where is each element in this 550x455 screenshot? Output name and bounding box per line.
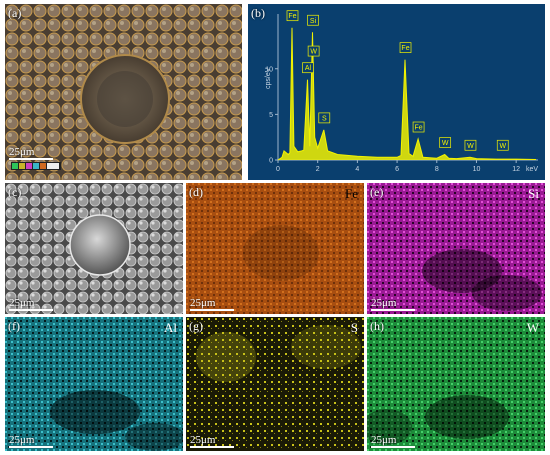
panel-b: 0 2 4 6 8 10 12 keV 0 5 10 Fe Si W Al S Fe Fe W W W cps/eV … bbox=[248, 4, 545, 180]
panel-g-element: S bbox=[350, 320, 358, 335]
peak-label-box bbox=[412, 121, 425, 133]
panel-d-element: Fe bbox=[345, 186, 358, 201]
panel-d-scalebar: 25μm bbox=[190, 297, 234, 311]
spectrum-fill bbox=[278, 27, 536, 161]
panel-a-label: (a) bbox=[8, 6, 22, 20]
panel-d-scale-text: 25μm bbox=[190, 297, 216, 309]
peak-label-text: Fe bbox=[401, 45, 409, 52]
peak-label: S bbox=[318, 112, 331, 124]
panel-f-element: Al bbox=[164, 320, 177, 335]
panel-a: (a) 25μm bbox=[5, 4, 242, 180]
y-axis-label: cps/eV bbox=[265, 67, 272, 89]
panel-e-scale-text: 25μm bbox=[371, 297, 397, 309]
panel-f-scale-bar bbox=[9, 446, 53, 448]
panel-g-scale-bar bbox=[190, 446, 234, 448]
y-tick-label: 10 bbox=[265, 66, 273, 73]
peak-label-box bbox=[318, 112, 331, 124]
spectrum-line bbox=[277, 27, 537, 161]
panel-h-scale-text: 25μm bbox=[371, 434, 397, 446]
panel-e-label: (e) bbox=[370, 185, 384, 199]
panel-f-scale-text: 25μm bbox=[9, 434, 35, 446]
peak-label-box bbox=[307, 14, 319, 26]
peak-label-text: Si bbox=[310, 18, 317, 25]
panel-e: (e) Si 25μm bbox=[367, 183, 545, 314]
panel-e-scale-bar bbox=[371, 309, 415, 311]
x-axis-unit: keV bbox=[526, 166, 538, 173]
x-tick-label: 2 bbox=[316, 166, 320, 173]
panel-f: (f) Al 25μm bbox=[5, 317, 183, 451]
peak-label-text: W bbox=[310, 49, 317, 56]
peak-label-box bbox=[286, 10, 299, 22]
panel-c-scalebar: 25μm bbox=[9, 297, 53, 311]
x-tick-label: 12 bbox=[512, 166, 520, 173]
panel-a-image bbox=[5, 4, 242, 180]
panel-f-scalebar: 25μm bbox=[9, 434, 53, 448]
y-tick-label: 0 bbox=[269, 158, 273, 165]
panel-c-label: (c) bbox=[8, 185, 22, 199]
x-tick-label: 0 bbox=[276, 166, 280, 173]
panel-b-label: (b) bbox=[251, 6, 265, 20]
y-tick-label: 5 bbox=[269, 112, 273, 119]
panel-g: (g) S 25μm bbox=[186, 317, 364, 451]
panel-h-map bbox=[367, 317, 545, 451]
panel-e-scalebar: 25μm bbox=[371, 297, 415, 311]
peak-label-text: Fe bbox=[414, 125, 422, 132]
panel-c-scale-bar bbox=[9, 309, 53, 311]
panel-g-scale-text: 25μm bbox=[190, 434, 216, 446]
panel-f-label: (f) bbox=[8, 319, 20, 333]
peak-label: W bbox=[439, 137, 452, 148]
peak-label: Al bbox=[302, 62, 314, 74]
peak-label-text: Fe bbox=[288, 13, 296, 20]
peak-label: W bbox=[464, 139, 477, 151]
panel-f-map bbox=[5, 317, 183, 451]
panel-e-element: Si bbox=[528, 186, 539, 201]
peak-label-text: W bbox=[499, 143, 506, 150]
x-tick-label: 6 bbox=[395, 166, 399, 173]
panel-d-scale-bar bbox=[190, 309, 234, 311]
peak-label: Fe bbox=[286, 10, 299, 22]
panel-d-map bbox=[186, 183, 364, 314]
eds-spectrum-chart: 0 2 4 6 8 10 12 keV 0 5 10 Fe Si W Al S Fe Fe W W W cps/eV bbox=[248, 4, 545, 180]
peak-label: Fe bbox=[412, 121, 425, 133]
peak-label-text: W bbox=[442, 140, 449, 147]
panel-g-label: (g) bbox=[189, 319, 203, 333]
panel-a-scale-bar bbox=[9, 158, 53, 160]
x-tick-label: 4 bbox=[355, 166, 359, 173]
panel-d-label: (d) bbox=[189, 185, 203, 199]
peak-label-text: W bbox=[467, 143, 474, 150]
peak-label-box bbox=[307, 45, 320, 57]
panel-g-map bbox=[186, 317, 364, 451]
panel-g-scalebar: 25μm bbox=[190, 434, 234, 448]
peak-label-box bbox=[439, 137, 452, 148]
panel-h-label: (h) bbox=[370, 319, 384, 333]
panel-h-element: W bbox=[526, 320, 539, 335]
panel-a-scalebar: 25μm bbox=[9, 146, 53, 160]
panel-h: (h) W 25μm bbox=[367, 317, 545, 451]
panel-h-scalebar: 25μm bbox=[371, 434, 415, 448]
peak-label-box bbox=[464, 139, 477, 151]
panel-h-scale-bar bbox=[371, 446, 415, 448]
peak-label-text: Al bbox=[305, 65, 312, 72]
panel-e-map bbox=[367, 183, 545, 314]
panel-a-scale-text: 25μm bbox=[9, 146, 35, 158]
peak-label-text: S bbox=[322, 115, 327, 122]
x-tick-label: 10 bbox=[473, 166, 481, 173]
panel-c-image bbox=[5, 183, 183, 314]
panel-c-scale-text: 25μm bbox=[9, 297, 35, 309]
peak-label: Si bbox=[307, 14, 319, 26]
panel-d: (d) Fe 25μm bbox=[186, 183, 364, 314]
peak-label-box bbox=[302, 62, 314, 74]
panel-c: (c) 25μm bbox=[5, 183, 183, 314]
peak-label: W bbox=[496, 139, 509, 151]
peak-label-box bbox=[399, 42, 412, 53]
x-tick-label: 8 bbox=[435, 166, 439, 173]
peak-label: W bbox=[307, 45, 320, 57]
peak-label-box bbox=[496, 139, 509, 151]
peak-label: Fe bbox=[399, 42, 412, 53]
